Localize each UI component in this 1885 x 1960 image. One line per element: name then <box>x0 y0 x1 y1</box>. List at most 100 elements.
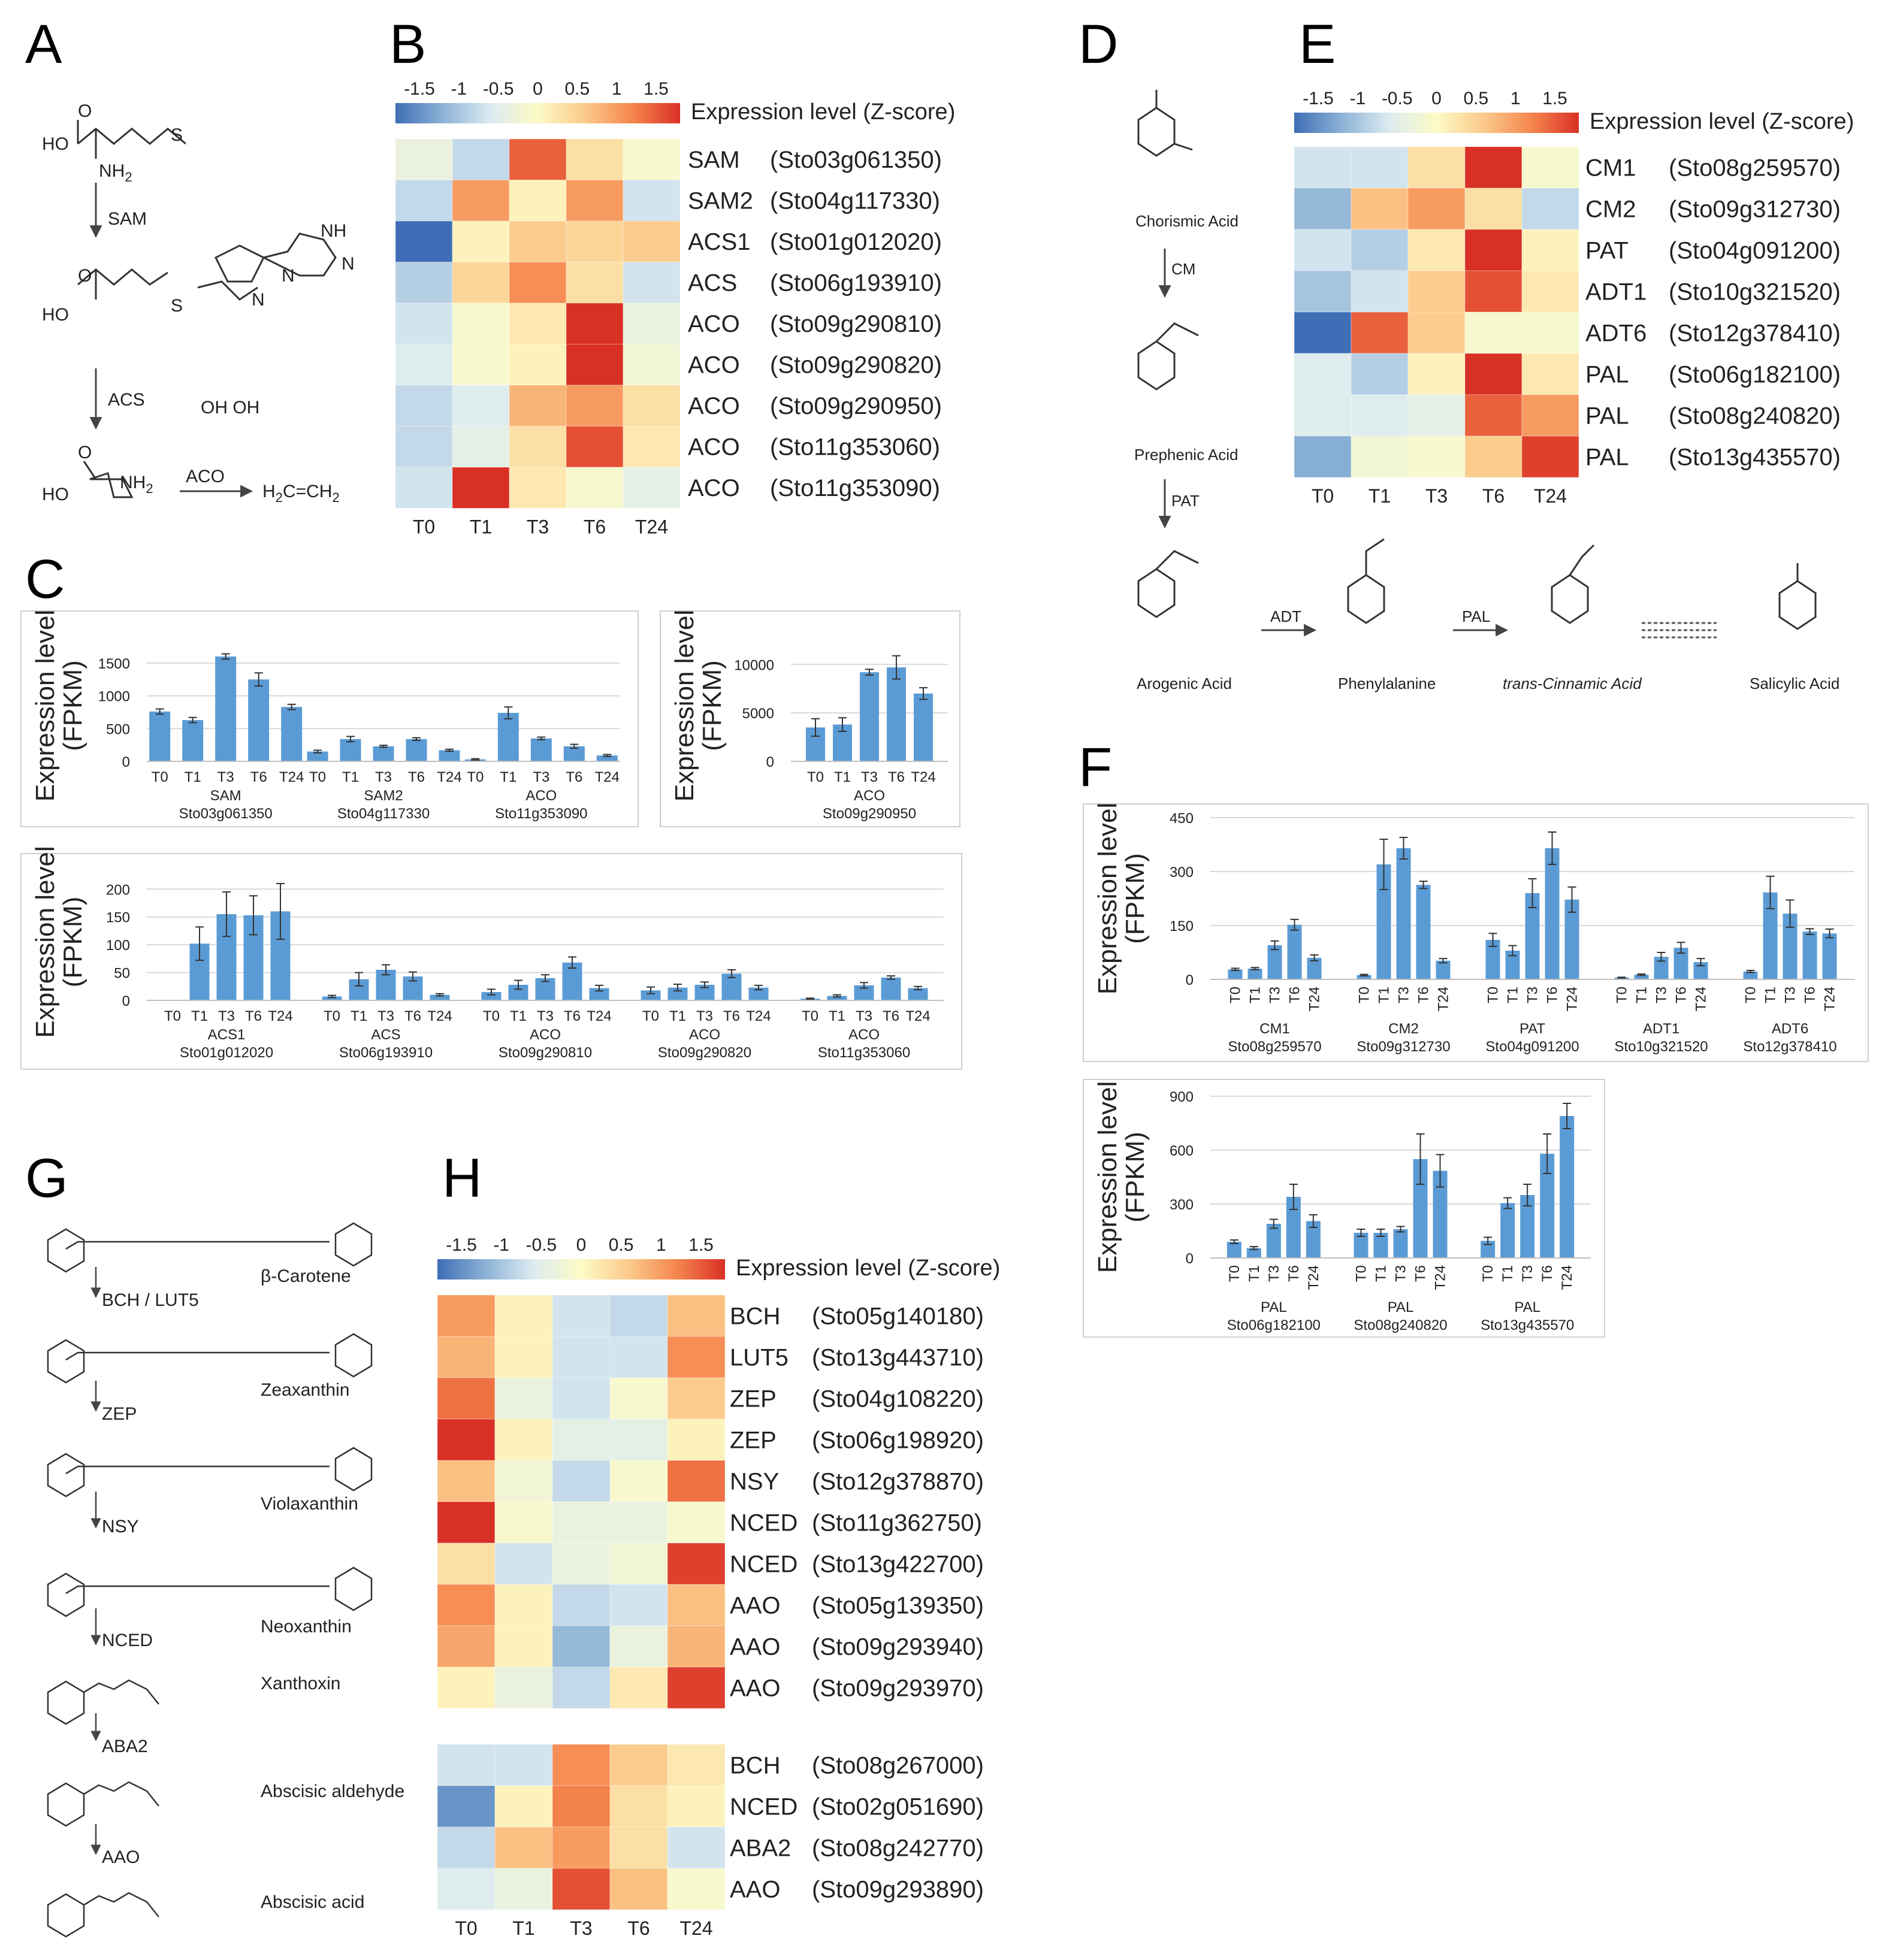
heatmap-cell <box>552 1826 611 1869</box>
bar <box>1416 885 1431 979</box>
compound-neoxanthin: Neoxanthin <box>261 1617 352 1637</box>
ring-left <box>47 1572 85 1617</box>
group-gene-label: ACS <box>371 1027 400 1043</box>
heatmap-cell <box>437 1460 496 1502</box>
svg-text:O: O <box>78 266 92 286</box>
x-tick-label: T3 <box>1525 987 1541 1003</box>
heatmap-cell <box>552 1785 611 1828</box>
x-tick-label: T24 <box>427 1008 452 1024</box>
heatmap-cell <box>509 385 567 427</box>
heatmap-cell <box>566 303 624 344</box>
compound-arogenic-acid: Arogenic Acid <box>1137 674 1232 692</box>
heatmap-cell <box>1521 270 1579 313</box>
heatmap-row-gene: BCH <box>730 1752 780 1778</box>
heatmap-cell <box>494 1501 553 1544</box>
heatmap-row-id: (Sto09g312730) <box>1669 196 1841 222</box>
bar <box>373 746 394 761</box>
heatmap-row-gene: NCED <box>730 1551 798 1577</box>
x-tick-label: T1 <box>510 1008 527 1024</box>
group-gene-label: ACO <box>848 1027 880 1043</box>
heatmap-cell <box>1351 146 1409 189</box>
heatmap-row-gene: ACO <box>688 434 740 460</box>
heatmap-cell <box>566 344 624 386</box>
heatmap-cell <box>1351 394 1409 437</box>
y-axis-label: Expression level(FPKM) <box>31 610 87 801</box>
heatmap-row-gene: NCED <box>730 1793 798 1820</box>
heatmap-row-id: (Sto11g362750) <box>812 1510 982 1536</box>
polyene-chain <box>65 1585 330 1595</box>
heatmap-cell <box>552 1336 611 1378</box>
heatmap-cell <box>437 1666 496 1709</box>
enzyme-bch-lut5: BCH / LUT5 <box>102 1290 199 1310</box>
x-tick-label: T1 <box>185 769 201 785</box>
heatmap-row-id: (Sto05g140180) <box>812 1303 984 1329</box>
svg-text:NH: NH <box>321 221 346 241</box>
heatmap-cell <box>552 1501 611 1544</box>
heatmap-cell <box>437 1625 496 1668</box>
bar <box>530 738 552 761</box>
heatmap-cell <box>494 1666 553 1709</box>
ethylene-pathway <box>77 120 337 498</box>
x-tick-label: T0 <box>1354 1265 1370 1282</box>
heatmap-row-gene: SAM <box>688 147 740 173</box>
x-tick-label: T3 <box>375 769 392 785</box>
heatmap-row-id: (Sto08g240820) <box>1669 403 1841 429</box>
bar <box>481 992 502 1000</box>
svg-text:O: O <box>78 101 92 121</box>
heatmap-cell <box>609 1336 668 1378</box>
heatmap-cell <box>437 1584 496 1626</box>
heatmap-row-id: (Sto08g242770) <box>812 1835 984 1861</box>
heatmap-col-label: T1 <box>1369 485 1391 507</box>
heatmap-cell <box>552 1418 611 1461</box>
heatmap-row-gene: ACO <box>688 475 740 501</box>
heatmap-cell <box>1407 353 1466 395</box>
heatmap-cell <box>1351 435 1409 478</box>
y-tick-label: 1500 <box>98 656 130 672</box>
heatmap-cell <box>609 1666 668 1709</box>
heatmap-cell <box>566 220 624 262</box>
heatmap-cell <box>437 1418 496 1461</box>
heatmap-cell <box>494 1826 553 1869</box>
polyene-chain <box>65 1241 330 1250</box>
bar <box>307 751 328 761</box>
heatmap-cell <box>1464 435 1522 478</box>
heatmap-cell <box>566 138 624 180</box>
heatmap-e: -1.5 -1 -0.5 0 0.5 1 1.5 Expression level (Z-sc… <box>1294 89 1854 507</box>
group-gene-label: CM2 <box>1388 1021 1419 1037</box>
x-tick-label: T3 <box>1393 1265 1409 1282</box>
heatmap-cell <box>1464 353 1522 395</box>
heatmap-cell <box>509 426 567 468</box>
heatmap-row-id: (Sto12g378870) <box>812 1468 984 1495</box>
bar <box>149 711 171 761</box>
colorbar <box>395 103 680 123</box>
y-tick-label: 0 <box>1186 1251 1194 1267</box>
heatmap-row-gene: LUT5 <box>730 1344 789 1371</box>
bar <box>1802 931 1817 979</box>
group-id-label: Sto04g117330 <box>337 806 430 822</box>
svg-text:O: O <box>78 443 92 462</box>
x-tick-label: T24 <box>1559 1265 1575 1290</box>
heatmap-cell <box>609 1785 668 1828</box>
x-tick-label: T24 <box>279 769 304 785</box>
heatmap-row-id: (Sto04g108220) <box>812 1386 984 1412</box>
heatmap-cell <box>1351 353 1409 395</box>
heatmap-cell <box>667 1501 726 1544</box>
heatmap-cell <box>566 180 624 222</box>
y-tick-label: 200 <box>106 882 130 898</box>
x-tick-label: T6 <box>1413 1265 1429 1282</box>
x-tick-label: T24 <box>1564 987 1581 1011</box>
heatmap-cell <box>395 220 453 262</box>
colorbar-tick: -1.5 <box>446 1235 477 1255</box>
heatmap-row-gene: ACO <box>688 352 740 378</box>
x-tick-label: T1 <box>1763 987 1779 1003</box>
bar <box>1564 899 1579 979</box>
heatmap-row-id: (Sto09g290950) <box>770 393 942 419</box>
group-gene-label: PAL <box>1388 1299 1414 1315</box>
bar <box>1287 924 1302 979</box>
bar <box>748 987 769 1000</box>
heatmap-row-gene: CM2 <box>1585 196 1636 222</box>
polyene-chain <box>65 1465 330 1475</box>
colorbar-tick: 1 <box>1511 89 1521 108</box>
